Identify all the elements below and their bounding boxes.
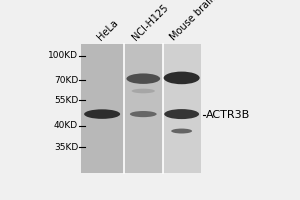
Text: 100KD: 100KD <box>48 51 78 60</box>
Text: 55KD: 55KD <box>54 96 78 105</box>
Ellipse shape <box>164 72 200 84</box>
Text: ACTR3B: ACTR3B <box>206 110 250 120</box>
Text: HeLa: HeLa <box>95 18 120 42</box>
Ellipse shape <box>132 89 155 93</box>
Ellipse shape <box>130 111 157 117</box>
Ellipse shape <box>171 129 192 133</box>
Ellipse shape <box>126 73 160 84</box>
Text: 40KD: 40KD <box>54 121 78 130</box>
Text: Mouse brain: Mouse brain <box>169 0 218 42</box>
Text: 35KD: 35KD <box>54 143 78 152</box>
Bar <box>80 44 124 173</box>
Bar <box>124 44 163 173</box>
Ellipse shape <box>84 109 120 119</box>
Text: NCI-H125: NCI-H125 <box>130 3 170 42</box>
Ellipse shape <box>164 109 199 119</box>
Text: 70KD: 70KD <box>54 76 78 85</box>
Bar <box>163 44 201 173</box>
